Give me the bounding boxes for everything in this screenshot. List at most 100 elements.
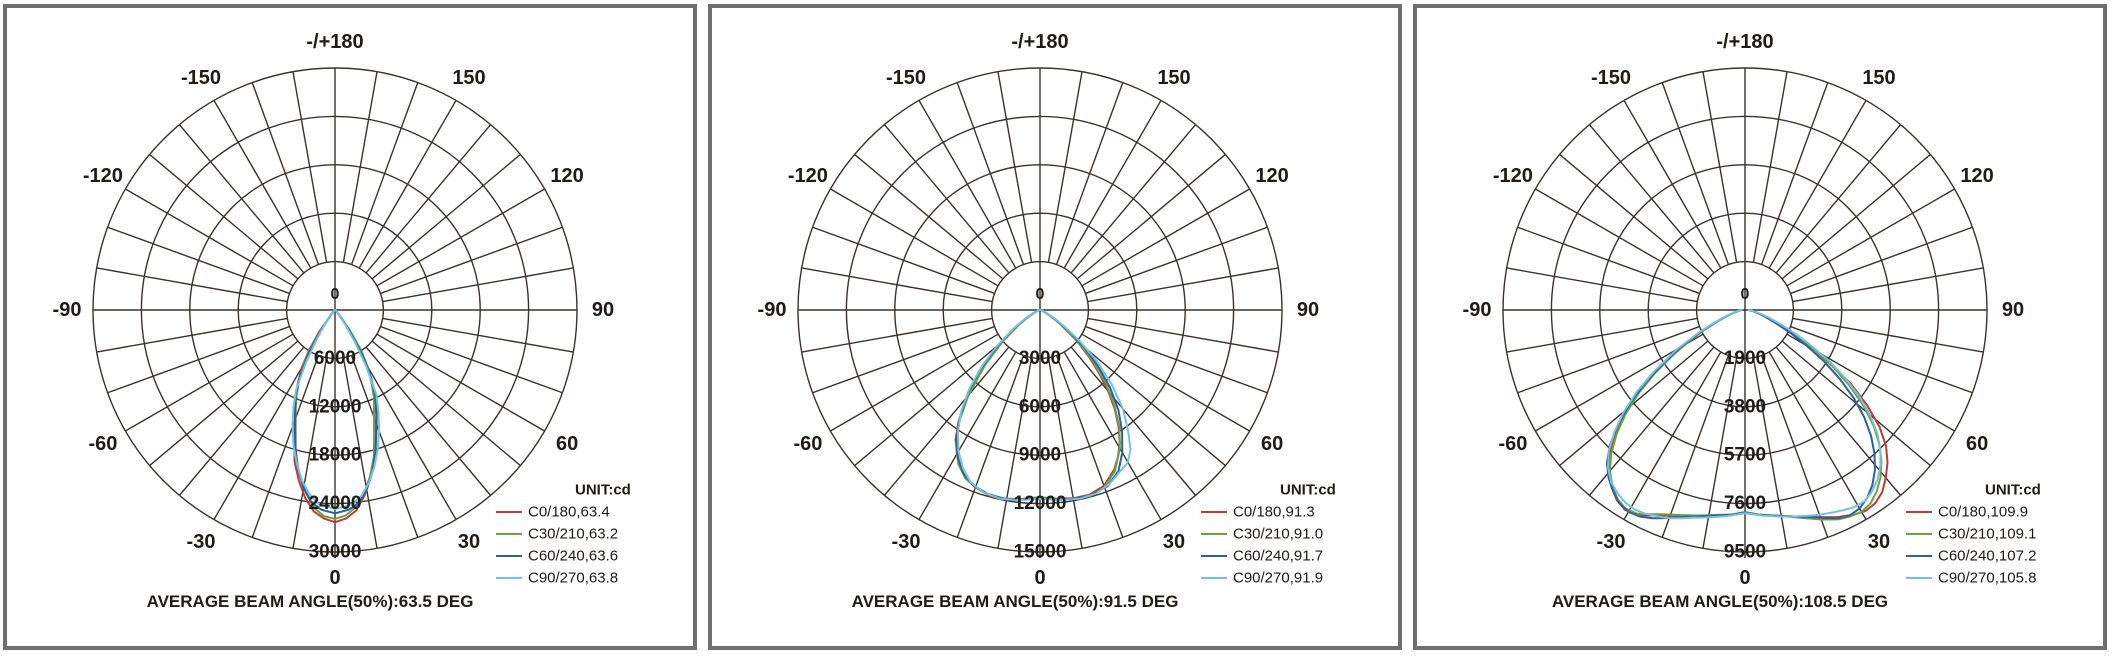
angle-grid-spoke (376, 333, 545, 432)
angle-grid-spoke (350, 82, 419, 265)
unit-label: UNIT:cd (1985, 482, 2041, 499)
angle-grid-spoke (956, 82, 1025, 265)
photometric-chart-panel-2: -/+180 -150 150 -120 120 -90 90 -60 60 -30 30 0 3000… (708, 4, 1402, 650)
angle-grid-spoke (854, 153, 1004, 280)
radial-tick-label: 9000 (1019, 445, 1061, 466)
radial-tick-label: 6000 (1019, 396, 1061, 417)
angle-tick-label: -120 (788, 165, 828, 187)
angle-grid-spoke (1760, 82, 1829, 265)
series-curve-c90-270 (1607, 309, 1882, 520)
legend-label-c0-180: C0/180,63.4 (528, 504, 610, 521)
angle-tick-label: -30 (187, 531, 216, 553)
unit-label: UNIT:cd (1280, 482, 1336, 499)
angle-grid-spoke (382, 317, 574, 353)
angle-tick-label: -30 (892, 531, 921, 553)
angle-tick-label: 0 (329, 567, 340, 589)
polar-chart-3: -/+180 -150 150 -120 120 -90 90 -60 60 -30 30 0 1900… (1463, 31, 2041, 611)
angle-grid-spoke (1081, 188, 1250, 287)
legend-label-c0-180: C0/180,91.3 (1233, 504, 1315, 521)
angle-grid-spoke (107, 226, 290, 295)
angle-grid-spoke (1623, 100, 1722, 269)
angle-grid-spoke (292, 357, 328, 549)
angle-grid-spoke (1085, 226, 1268, 295)
legend-label-c0-180: C0/180,109.9 (1938, 504, 2028, 521)
angle-grid-spoke (1661, 355, 1730, 538)
polar-chart-1: -/+180 -150 150 -120 120 -90 90 -60 60 -30 30 0 6000… (53, 31, 631, 611)
angle-grid-spoke (1076, 153, 1226, 280)
angle-tick-label: -60 (793, 433, 822, 455)
angle-grid-spoke (96, 267, 288, 303)
angle-grid-spoke (918, 100, 1017, 269)
angle-grid-spoke (1047, 71, 1083, 263)
angle-tick-label: -90 (1463, 299, 1492, 321)
center-zero-label: 0 (1036, 286, 1045, 303)
legend-label-c90-270: C90/270,105.8 (1938, 570, 2036, 587)
angle-grid-spoke (1055, 355, 1124, 538)
angle-grid-spoke (1752, 71, 1788, 263)
angle-grid-spoke (178, 124, 305, 274)
angle-grid-spoke (1070, 124, 1197, 274)
angle-grid-spoke (1506, 267, 1698, 303)
radial-tick-label: 1900 (1724, 348, 1766, 369)
angle-tick-label: -90 (53, 299, 82, 321)
angle-tick-label: 30 (1163, 531, 1185, 553)
legend-label-c90-270: C90/270,91.9 (1233, 570, 1323, 587)
angle-grid-spoke (1559, 340, 1709, 467)
legend-label-c30-210: C30/210,63.2 (528, 526, 618, 543)
angle-tick-label: -/+180 (1011, 31, 1068, 53)
angle-grid-spoke (358, 351, 457, 520)
angle-grid-spoke (1085, 325, 1268, 394)
angle-grid-spoke (292, 71, 328, 263)
angle-grid-spoke (365, 124, 492, 274)
angle-grid-spoke (125, 188, 294, 287)
angle-grid-spoke (1661, 82, 1730, 265)
angle-tick-label: 30 (1868, 531, 1890, 553)
angle-grid-spoke (96, 317, 288, 353)
angle-grid-spoke (213, 100, 312, 269)
average-beam-angle-label: AVERAGE BEAM ANGLE(50%):108.5 DEG (1552, 592, 1888, 611)
angle-tick-label: 0 (1739, 567, 1750, 589)
angle-grid-spoke (997, 357, 1033, 549)
angle-tick-label: -60 (1498, 433, 1527, 455)
angle-tick-label: -120 (1493, 165, 1533, 187)
angle-tick-label: 90 (2002, 299, 2024, 321)
angle-grid-spoke (883, 346, 1010, 496)
angle-grid-spoke (371, 340, 521, 467)
angle-grid-spoke (376, 188, 545, 287)
angle-grid-spoke (830, 333, 999, 432)
angle-grid-spoke (1087, 317, 1279, 353)
angle-grid-spoke (213, 351, 312, 520)
angle-tick-label: 150 (1157, 67, 1190, 89)
angle-tick-label: 0 (1034, 567, 1045, 589)
photometric-chart-panel-1: -/+180 -150 150 -120 120 -90 90 -60 60 -30 30 0 6000… (3, 4, 697, 650)
radial-tick-label: 12000 (309, 396, 362, 417)
radial-tick-label: 24000 (309, 493, 362, 514)
angle-grid-spoke (371, 153, 521, 280)
angle-grid-spoke (1775, 124, 1902, 274)
angle-tick-label: 60 (556, 433, 578, 455)
angle-grid-spoke (956, 355, 1025, 538)
angle-grid-spoke (380, 325, 563, 394)
legend-label-c90-270: C90/270,63.8 (528, 570, 618, 587)
angle-grid-spoke (801, 267, 993, 303)
angle-grid-spoke (997, 71, 1033, 263)
angle-grid-spoke (1760, 355, 1829, 538)
angle-grid-spoke (812, 226, 995, 295)
photometric-chart-panel-3: -/+180 -150 150 -120 120 -90 90 -60 60 -30 30 0 1900… (1413, 4, 2107, 650)
angle-tick-label: -150 (1591, 67, 1631, 89)
angle-grid-spoke (1792, 267, 1984, 303)
angle-grid-spoke (1517, 226, 1700, 295)
angle-tick-label: -30 (1597, 531, 1626, 553)
angle-grid-spoke (1790, 325, 1973, 394)
angle-tick-label: -150 (181, 67, 221, 89)
angle-grid-spoke (1781, 153, 1931, 280)
angle-tick-label: -/+180 (306, 31, 363, 53)
angle-grid-spoke (1792, 317, 1984, 353)
angle-grid-spoke (350, 355, 419, 538)
average-beam-angle-label: AVERAGE BEAM ANGLE(50%):91.5 DEG (852, 592, 1179, 611)
center-zero-label: 0 (1741, 286, 1750, 303)
legend-label-c60-240: C60/240,63.6 (528, 548, 618, 565)
angle-grid-spoke (1517, 325, 1700, 394)
angle-grid-spoke (365, 346, 492, 496)
angle-grid-spoke (1076, 340, 1226, 467)
